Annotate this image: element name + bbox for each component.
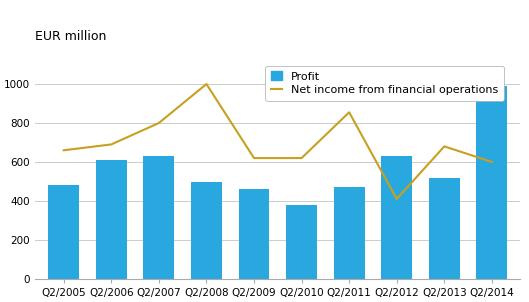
Bar	[429, 178, 460, 279]
Text: EUR million: EUR million	[35, 30, 106, 43]
Bar	[48, 185, 79, 279]
Legend: Profit, Net income from financial operations: Profit, Net income from financial operat…	[266, 66, 504, 101]
Bar	[143, 156, 175, 279]
Bar	[477, 86, 507, 279]
Bar	[381, 156, 412, 279]
Bar	[286, 205, 317, 279]
Bar	[191, 182, 222, 279]
Bar	[239, 189, 269, 279]
Bar	[334, 187, 364, 279]
Bar	[96, 160, 127, 279]
